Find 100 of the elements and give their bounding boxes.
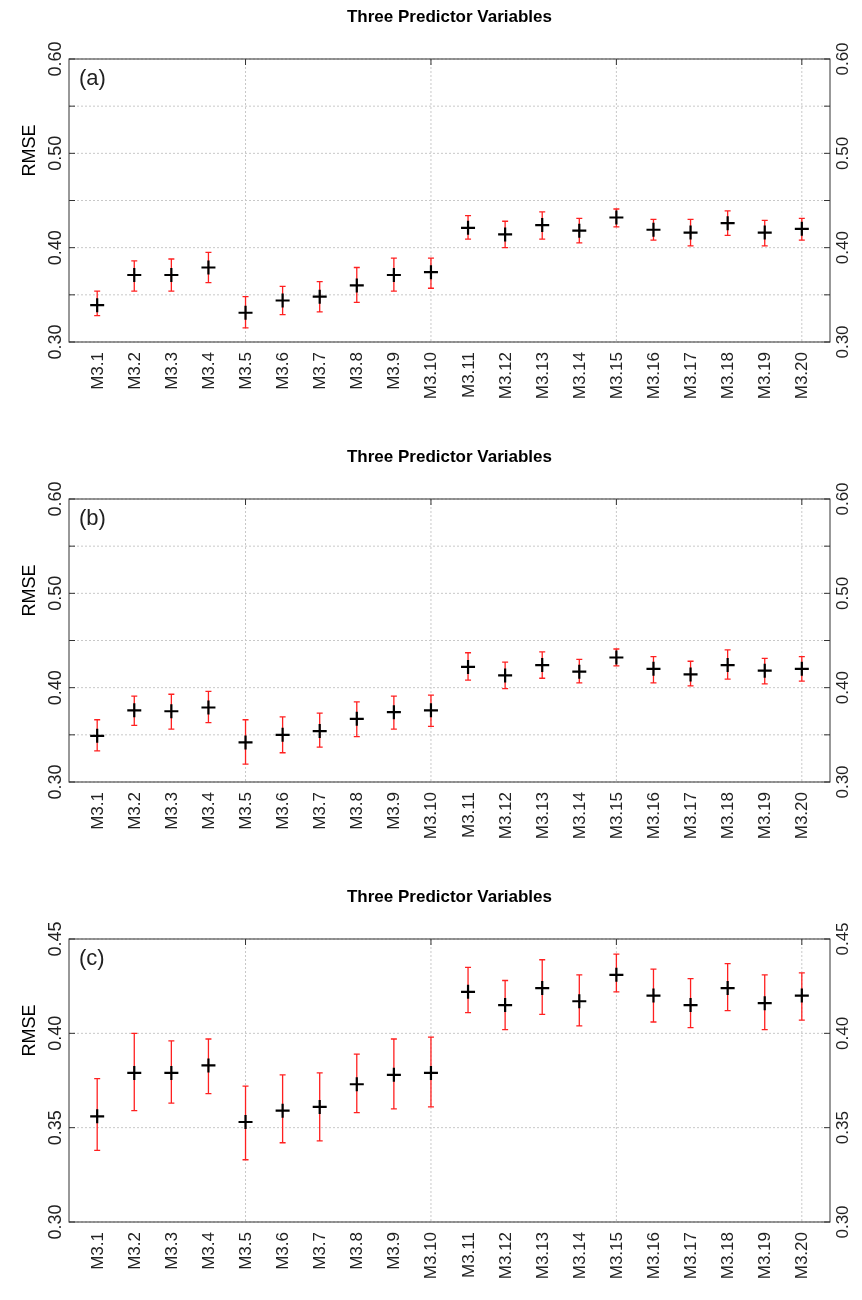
x-tick-label: M3.7 <box>310 1232 330 1270</box>
x-tick-label: M3.19 <box>755 1232 775 1280</box>
point <box>497 667 514 684</box>
point <box>645 660 662 677</box>
point <box>89 1108 106 1125</box>
x-tick-label: M3.1 <box>87 352 107 390</box>
point <box>163 703 180 720</box>
x-tick-label: M3.20 <box>792 1232 812 1280</box>
y2-tick-label: 0.60 <box>833 42 852 76</box>
x-tick-label: M3.12 <box>495 792 515 840</box>
point <box>645 987 662 1004</box>
point <box>793 660 810 677</box>
x-tick-label: M3.17 <box>681 1232 701 1280</box>
point <box>534 656 551 674</box>
x-tick-label: M3.15 <box>606 792 626 840</box>
x-tick-label: M3.15 <box>606 352 626 400</box>
y-axis-title: RMSE <box>19 564 39 617</box>
x-tick-label: M3.4 <box>198 1232 218 1270</box>
x-tick-label: M3.13 <box>532 1232 552 1280</box>
chart-title: Three Predictor Variables <box>346 887 553 906</box>
y-tick-label: 0.50 <box>45 135 65 171</box>
x-tick-label: M3.6 <box>273 792 293 830</box>
point <box>459 983 477 1000</box>
point <box>534 216 551 234</box>
y-tick-label: 0.40 <box>45 230 65 266</box>
x-tick-label: M3.3 <box>161 352 181 390</box>
point <box>89 727 106 744</box>
point <box>793 220 810 237</box>
x-tick-label: M3.13 <box>532 792 552 840</box>
y2-tick-label: 0.50 <box>833 136 852 170</box>
x-tick-label: M3.5 <box>236 1232 256 1270</box>
x-tick-label: M3.2 <box>124 1232 144 1270</box>
point <box>348 277 365 294</box>
point <box>385 1066 402 1083</box>
y-tick-label: 0.45 <box>45 921 65 957</box>
point <box>497 226 514 243</box>
x-tick-label: M3.3 <box>161 792 181 830</box>
y-tick-label: 0.60 <box>45 41 65 77</box>
point <box>422 264 440 281</box>
point <box>608 649 625 666</box>
x-tick-label: M3.7 <box>310 352 330 390</box>
point <box>534 979 551 997</box>
point <box>608 209 625 226</box>
point <box>385 704 402 721</box>
y2-tick-label: 0.30 <box>833 325 852 359</box>
x-tick-label: M3.9 <box>384 1232 404 1270</box>
point <box>756 224 773 241</box>
point <box>237 304 254 321</box>
x-tick-label: M3.14 <box>569 1232 589 1280</box>
y2-tick-label: 0.40 <box>833 1016 852 1050</box>
y-tick-label: 0.30 <box>45 1204 65 1240</box>
y2-tick-label: 0.30 <box>833 1205 852 1239</box>
point <box>274 726 291 743</box>
y-axis-title: RMSE <box>19 1004 39 1057</box>
x-tick-label: M3.17 <box>681 792 701 840</box>
x-tick-label: M3.11 <box>458 352 478 398</box>
point <box>311 722 328 740</box>
point <box>385 266 402 284</box>
point <box>163 266 180 284</box>
x-tick-label: M3.18 <box>718 352 738 400</box>
x-tick-label: M3.9 <box>384 352 404 390</box>
x-tick-label: M3.16 <box>643 792 663 840</box>
y2-tick-label: 0.35 <box>833 1111 852 1145</box>
x-tick-label: M3.12 <box>495 352 515 400</box>
y-axis-title: RMSE <box>19 124 39 177</box>
point <box>793 987 810 1004</box>
x-tick-label: M3.8 <box>347 352 367 390</box>
x-tick-label: M3.12 <box>495 1232 515 1280</box>
x-tick-label: M3.3 <box>161 1232 181 1270</box>
x-tick-label: M3.10 <box>421 792 441 840</box>
point <box>237 1113 254 1131</box>
point <box>200 699 217 716</box>
point <box>163 1064 180 1082</box>
point <box>571 993 588 1010</box>
point <box>126 702 143 719</box>
point <box>237 734 254 751</box>
point <box>348 710 365 727</box>
point <box>89 297 106 314</box>
x-tick-label: M3.20 <box>792 352 812 400</box>
y-tick-label: 0.40 <box>45 670 65 706</box>
x-tick-label: M3.6 <box>273 352 293 390</box>
y2-tick-label: 0.40 <box>833 231 852 265</box>
x-tick-label: M3.1 <box>87 792 107 830</box>
x-tick-label: M3.16 <box>643 352 663 400</box>
point <box>126 266 143 284</box>
point <box>756 995 773 1012</box>
x-tick-label: M3.1 <box>87 1232 107 1270</box>
point <box>422 702 440 719</box>
x-tick-label: M3.4 <box>198 352 218 390</box>
point <box>497 996 514 1014</box>
y2-tick-label: 0.45 <box>833 922 852 956</box>
x-tick-label: M3.2 <box>124 792 144 830</box>
point <box>571 222 588 239</box>
point <box>756 662 773 679</box>
x-tick-label: M3.13 <box>532 352 552 400</box>
y-tick-label: 0.40 <box>45 1015 65 1051</box>
y-tick-label: 0.30 <box>45 764 65 800</box>
x-tick-label: M3.11 <box>458 792 478 838</box>
x-tick-label: M3.15 <box>606 1232 626 1280</box>
x-tick-label: M3.10 <box>421 1232 441 1280</box>
